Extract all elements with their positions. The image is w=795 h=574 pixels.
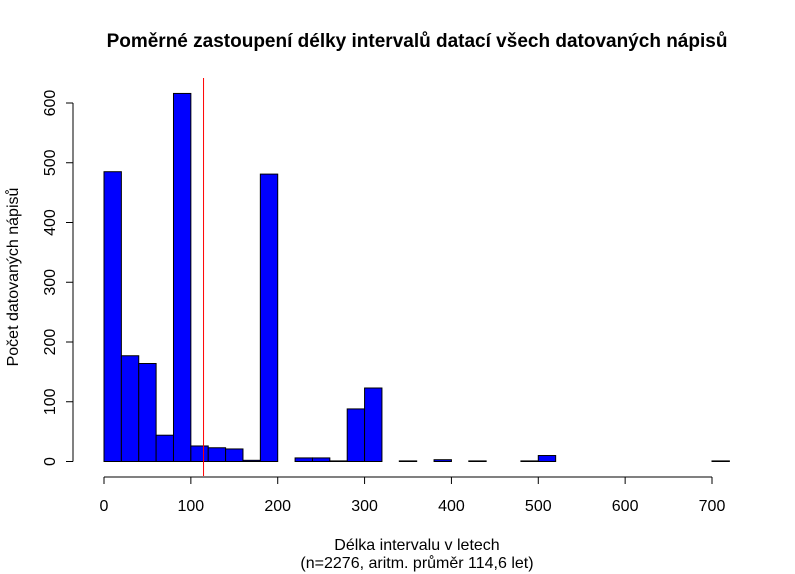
x-axis-label: Délka intervalu v letech — [334, 537, 499, 554]
x-tick-label: 0 — [100, 498, 109, 515]
y-tick-label: 400 — [42, 209, 59, 236]
y-tick-label: 200 — [42, 329, 59, 356]
histogram-bar — [172, 92, 192, 462]
histogram-bar — [468, 460, 487, 462]
histogram-bar — [138, 363, 157, 463]
histogram-bar — [120, 355, 140, 462]
histogram-bar — [103, 171, 122, 462]
bars-group — [103, 92, 730, 463]
y-axis: 0 100 200 300 400 500 600 — [42, 90, 74, 466]
histogram-bar — [346, 408, 366, 463]
histogram-bar — [155, 434, 174, 462]
histogram-bar — [259, 173, 279, 462]
histogram-bar — [711, 460, 730, 462]
x-tick-label: 400 — [438, 498, 465, 515]
y-tick-label: 0 — [42, 457, 59, 466]
histogram-bar — [364, 387, 383, 463]
chart-title: Poměrné zastoupení délky intervalů datac… — [107, 31, 728, 52]
histogram-bar — [311, 457, 331, 463]
x-tick-label: 500 — [525, 498, 552, 515]
histogram-bar — [537, 455, 557, 462]
histogram-bar — [225, 448, 244, 463]
histogram-bar — [329, 460, 348, 462]
histogram-bar — [190, 445, 209, 462]
histogram-bar — [207, 447, 227, 463]
y-tick-label: 300 — [42, 269, 59, 296]
x-tick-label: 100 — [178, 498, 205, 515]
y-tick-label: 500 — [42, 149, 59, 176]
histogram-bar — [433, 459, 452, 462]
y-tick-label: 600 — [42, 90, 59, 117]
histogram-bar — [294, 457, 313, 463]
y-tick-label: 100 — [42, 388, 59, 415]
x-tick-label: 700 — [699, 498, 726, 515]
histogram-bar — [398, 460, 418, 462]
x-axis: 0 100 200 300 400 500 600 700 — [100, 476, 726, 515]
x-tick-label: 600 — [612, 498, 639, 515]
histogram-bar — [242, 459, 261, 462]
x-tick-label: 300 — [351, 498, 378, 515]
y-axis-label: Počet datovaných nápisů — [4, 188, 22, 367]
x-tick-label: 200 — [264, 498, 291, 515]
histogram-bar — [520, 460, 539, 462]
x-axis-note: (n=2276, aritm. průměr 114,6 let) — [300, 554, 533, 572]
